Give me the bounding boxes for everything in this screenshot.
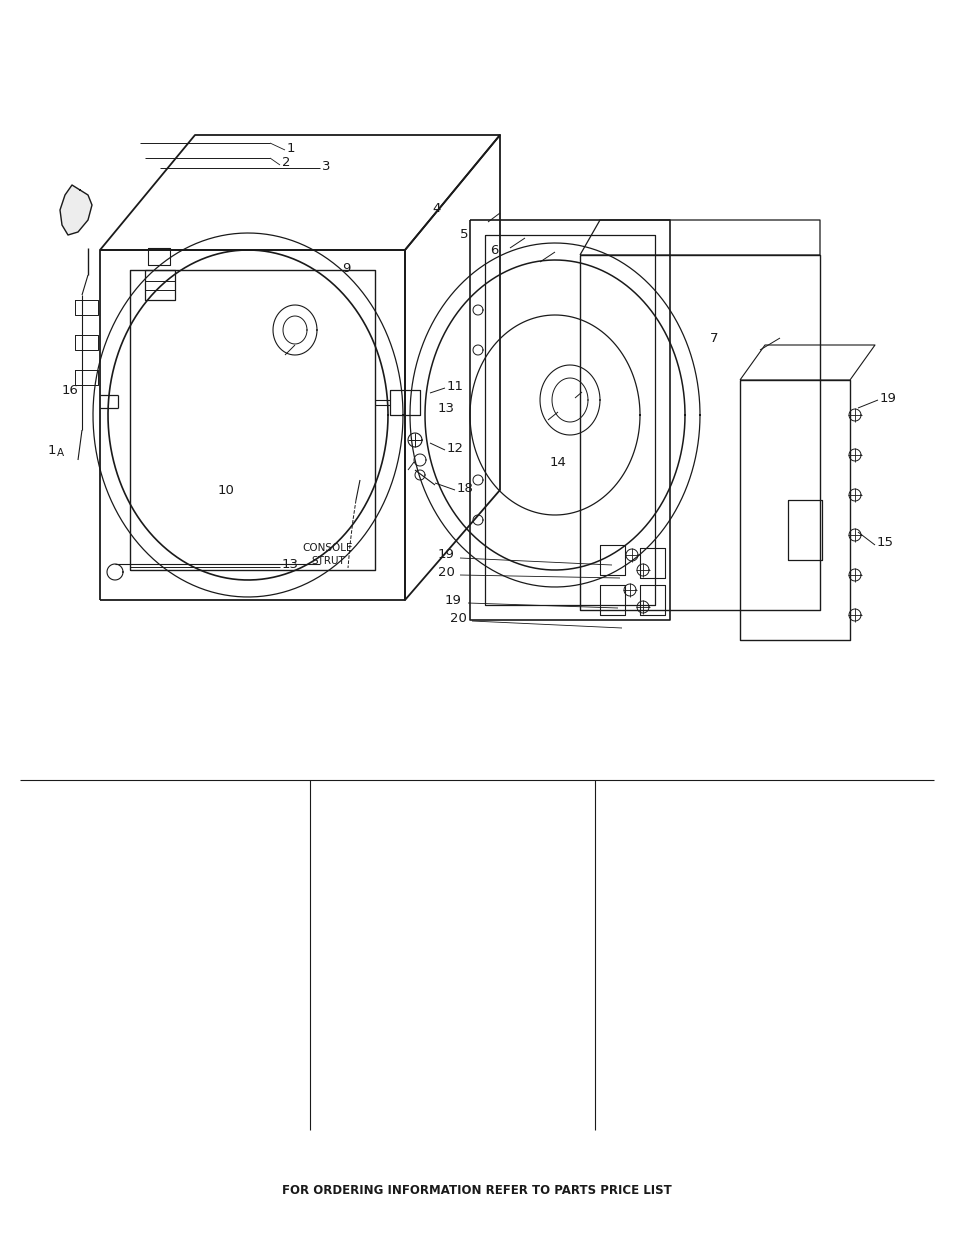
Polygon shape — [60, 185, 91, 235]
Text: 19: 19 — [444, 594, 461, 606]
Text: 20: 20 — [450, 611, 466, 625]
Text: 13: 13 — [437, 401, 455, 415]
Text: 3: 3 — [322, 159, 330, 173]
Text: FOR ORDERING INFORMATION REFER TO PARTS PRICE LIST: FOR ORDERING INFORMATION REFER TO PARTS … — [282, 1183, 671, 1197]
Text: 1: 1 — [48, 443, 56, 457]
Text: 19: 19 — [879, 391, 896, 405]
Text: 6: 6 — [490, 243, 497, 257]
Text: A: A — [57, 448, 64, 458]
Text: 18: 18 — [456, 482, 474, 494]
Text: 1: 1 — [287, 142, 295, 154]
Text: 20: 20 — [437, 566, 455, 578]
Text: 11: 11 — [447, 379, 463, 393]
Text: CONSOLE: CONSOLE — [302, 543, 353, 553]
Text: 15: 15 — [876, 536, 893, 550]
Text: 19: 19 — [437, 548, 455, 562]
Text: STRUT: STRUT — [311, 556, 345, 566]
Text: 14: 14 — [550, 456, 566, 468]
Text: 16: 16 — [62, 384, 79, 396]
Text: 10: 10 — [218, 483, 234, 496]
Text: 9: 9 — [341, 262, 350, 274]
Text: 7: 7 — [709, 331, 718, 345]
Text: 2: 2 — [282, 156, 291, 168]
Text: 12: 12 — [447, 441, 463, 454]
Text: 13: 13 — [282, 558, 298, 572]
Text: 4: 4 — [432, 201, 440, 215]
Text: 5: 5 — [459, 228, 468, 242]
